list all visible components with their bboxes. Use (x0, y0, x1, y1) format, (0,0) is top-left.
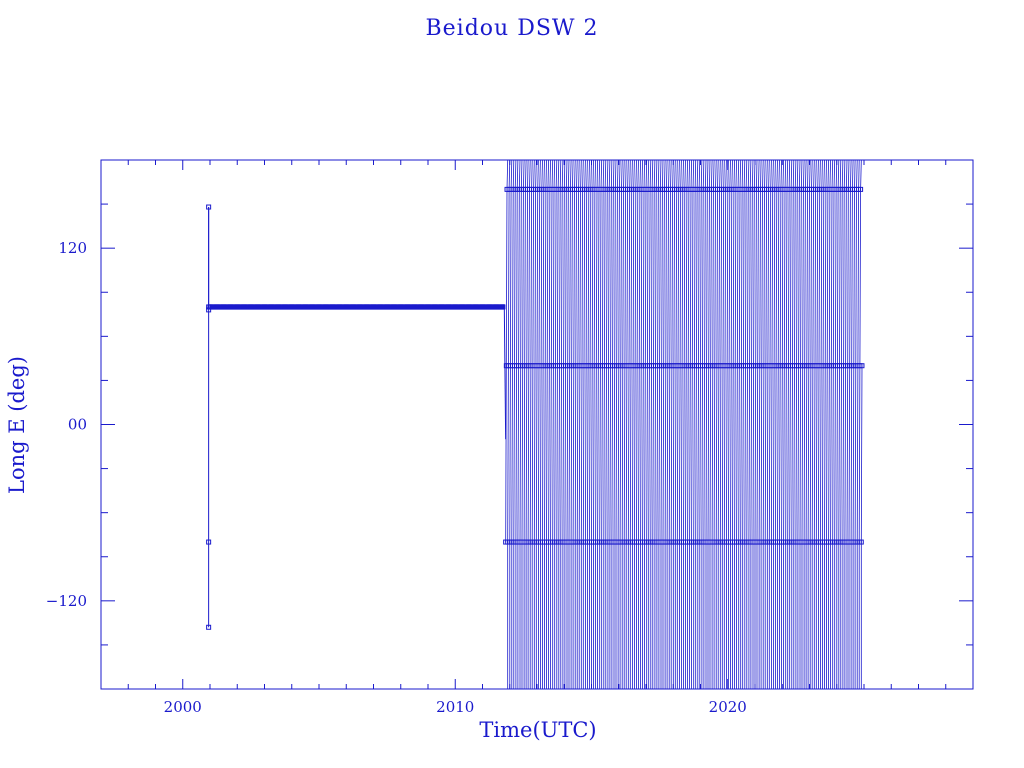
axis-tick-labels: 2000 2010 2020 −120 00 120 (46, 239, 747, 716)
data-point (357, 304, 363, 310)
data-point (289, 304, 295, 310)
x-tick-label: 2010 (436, 698, 474, 716)
data-point (452, 304, 458, 310)
data-point (350, 304, 356, 310)
data-point (859, 363, 865, 369)
data-point (432, 304, 438, 310)
data-point (364, 304, 370, 310)
data-point (330, 304, 336, 310)
data-point (227, 304, 233, 310)
data-point (858, 186, 864, 192)
series-line-transition (503, 306, 507, 440)
data-point (207, 304, 213, 310)
data-point (214, 304, 220, 310)
data-point (486, 304, 492, 310)
data-point (439, 304, 445, 310)
data-point (418, 304, 424, 310)
series-lines (208, 159, 863, 689)
data-point (466, 304, 472, 310)
series-band-geostationary (209, 304, 505, 310)
data-point (371, 304, 376, 310)
data-point (377, 304, 383, 310)
series-markers (206, 186, 865, 630)
data-point (336, 304, 342, 310)
data-point (445, 304, 451, 310)
y-tick-label: −120 (46, 592, 87, 610)
x-axis-label: Time(UTC) (479, 718, 597, 742)
x-tick-label: 2020 (709, 698, 747, 716)
data-point (262, 304, 267, 310)
data-point (206, 624, 212, 630)
y-tick-label: 120 (58, 239, 87, 257)
x-tick-label: 2000 (164, 698, 202, 716)
data-point (425, 304, 431, 310)
series-line-drift (505, 159, 863, 689)
data-point (206, 539, 212, 545)
data-point (255, 304, 261, 310)
data-point (206, 204, 212, 210)
data-point (405, 304, 411, 310)
data-point (248, 304, 254, 310)
data-point (343, 304, 349, 310)
data-point (480, 304, 485, 310)
data-point (493, 304, 499, 310)
data-point (309, 304, 315, 310)
data-point (234, 304, 240, 310)
data-point (302, 304, 308, 310)
data-point (500, 304, 506, 310)
data-point (316, 304, 322, 310)
y-tick-label: 00 (68, 416, 87, 434)
data-point (473, 304, 479, 310)
data-point (411, 304, 417, 310)
data-point (206, 307, 212, 313)
data-point (282, 304, 288, 310)
data-point (391, 304, 397, 310)
data-point (398, 304, 404, 310)
data-point (384, 304, 390, 310)
chart-title: Beidou DSW 2 (425, 16, 599, 41)
data-point (221, 304, 227, 310)
data-point (275, 304, 281, 310)
data-point (459, 304, 465, 310)
plot-frame (100, 159, 974, 690)
data-point (241, 304, 247, 310)
data-point (296, 304, 302, 310)
data-point (323, 304, 329, 310)
data-point (858, 539, 864, 545)
data-point (268, 304, 274, 310)
